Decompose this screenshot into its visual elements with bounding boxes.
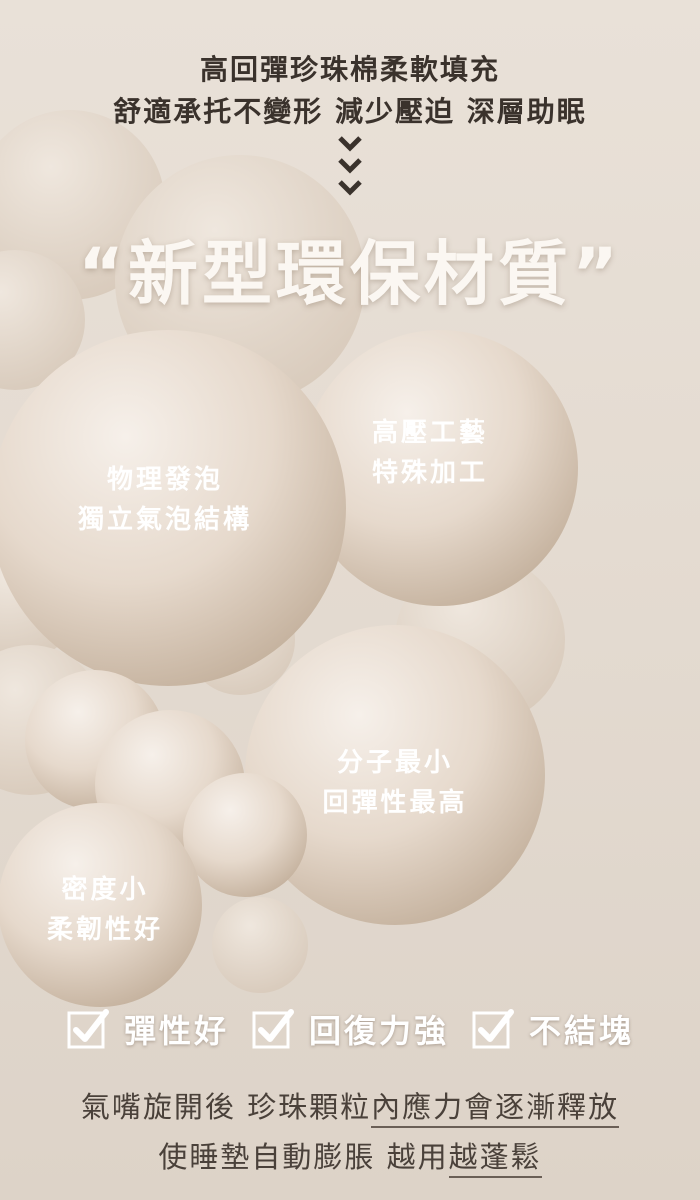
feature-label: 回復力強 (308, 1012, 449, 1050)
bubble-label-line: 柔韌性好 (46, 915, 163, 945)
bubble (245, 625, 545, 925)
feature-list: 彈性好 回復力強 不結塊 (0, 1006, 700, 1052)
checkbox-icon (252, 1009, 294, 1049)
bubble-label-pressure: 高壓工藝 特殊加工 (340, 413, 520, 493)
footer-line-2: 使睡墊自動膨脹 越用越蓬鬆 (0, 1134, 700, 1178)
footer-text-underlined: 內應力會逐漸釋放 (371, 1090, 620, 1128)
bubble-label-line: 回彈性最高 (322, 788, 468, 818)
bubble (183, 773, 307, 897)
bubble-label-line: 高壓工藝 (371, 418, 488, 448)
chevron-down-icon (338, 136, 362, 196)
footer-text: 使睡墊自動膨脹 越用 (158, 1140, 449, 1174)
bubble-label-physical: 物理發泡 獨立氣泡結構 (60, 460, 270, 540)
footer-line-1: 氣嘴旋開後 珍珠顆粒內應力會逐漸釋放 (0, 1084, 700, 1128)
checkbox-icon (67, 1009, 109, 1049)
bubble-label-line: 密度小 (61, 875, 149, 905)
footer-text: 氣嘴旋開後 珍珠顆粒 (80, 1090, 372, 1124)
bubble (0, 330, 346, 686)
checkbox-icon (472, 1009, 514, 1049)
feature-item: 彈性好 (66, 1006, 229, 1052)
page-title: “新型環保材質” (77, 233, 622, 315)
footer-text-underlined: 越蓬鬆 (448, 1140, 542, 1178)
bubble (0, 250, 85, 390)
bubble (302, 330, 578, 606)
bubble-label-density: 密度小 柔韌性好 (20, 870, 190, 950)
feature-label: 彈性好 (123, 1012, 229, 1050)
bubble-label-line: 物理發泡 (106, 465, 223, 495)
bubble-label-line: 分子最小 (336, 748, 453, 778)
feature-item: 不結塊 (471, 1006, 634, 1052)
bubble (0, 803, 202, 1007)
feature-item: 回復力強 (251, 1006, 449, 1052)
feature-label: 不結塊 (529, 1012, 635, 1050)
bubble (212, 897, 308, 993)
bubble-label-line: 特殊加工 (371, 458, 488, 488)
bubble-label-molecule: 分子最小 回彈性最高 (300, 743, 490, 823)
header-line-2: 舒適承托不變形 減少壓迫 深層助眠 (113, 95, 587, 128)
bubble-label-line: 獨立氣泡結構 (77, 505, 252, 535)
header-line-1: 高回彈珍珠棉柔軟填充 (199, 53, 500, 86)
